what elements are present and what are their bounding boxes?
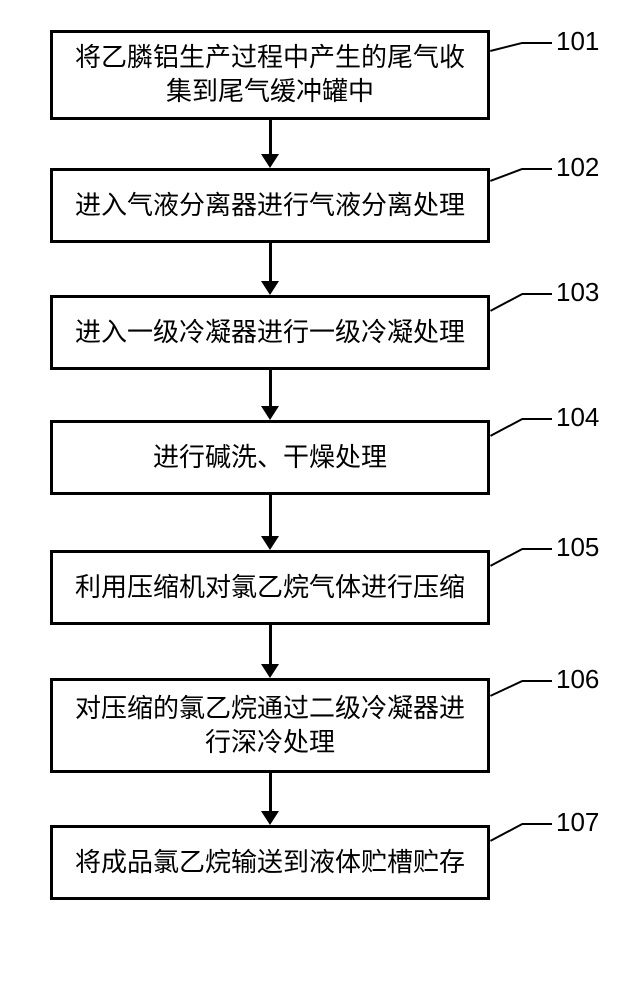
- flow-step-text: 进行碱洗、干燥处理: [153, 441, 387, 475]
- flow-arrow: [269, 773, 272, 813]
- arrow-head-icon: [261, 664, 279, 678]
- label-connector: [522, 418, 552, 420]
- step-label: 105: [556, 532, 599, 563]
- flow-step-1: 将乙膦铝生产过程中产生的尾气收集到尾气缓冲罐中: [50, 30, 490, 120]
- flow-step-text: 将成品氯乙烷输送到液体贮槽贮存: [75, 846, 465, 880]
- flow-step-text: 进入一级冷凝器进行一级冷凝处理: [75, 316, 465, 350]
- label-connector: [522, 548, 552, 550]
- flow-step-text: 对压缩的氯乙烷通过二级冷凝器进行深冷处理: [65, 692, 475, 760]
- arrow-head-icon: [261, 281, 279, 295]
- flow-step-3: 进入一级冷凝器进行一级冷凝处理: [50, 295, 490, 370]
- flow-step-text: 利用压缩机对氯乙烷气体进行压缩: [75, 571, 465, 605]
- label-connector: [490, 418, 523, 437]
- flow-step-4: 进行碱洗、干燥处理: [50, 420, 490, 495]
- step-label: 103: [556, 277, 599, 308]
- flow-arrow: [269, 243, 272, 283]
- label-connector: [522, 680, 552, 682]
- label-connector: [522, 42, 552, 44]
- label-connector: [522, 823, 552, 825]
- arrow-head-icon: [261, 406, 279, 420]
- label-connector: [490, 168, 523, 182]
- arrow-head-icon: [261, 154, 279, 168]
- label-connector: [490, 680, 523, 697]
- flow-step-7: 将成品氯乙烷输送到液体贮槽贮存: [50, 825, 490, 900]
- flow-step-5: 利用压缩机对氯乙烷气体进行压缩: [50, 550, 490, 625]
- step-label: 107: [556, 807, 599, 838]
- step-label: 104: [556, 402, 599, 433]
- label-connector: [522, 168, 552, 170]
- label-connector: [490, 823, 523, 842]
- flow-arrow: [269, 120, 272, 156]
- label-connector: [490, 42, 522, 52]
- flow-step-text: 进入气液分离器进行气液分离处理: [75, 189, 465, 223]
- step-label: 102: [556, 152, 599, 183]
- flow-step-text: 将乙膦铝生产过程中产生的尾气收集到尾气缓冲罐中: [65, 41, 475, 109]
- flow-step-2: 进入气液分离器进行气液分离处理: [50, 168, 490, 243]
- flow-step-6: 对压缩的氯乙烷通过二级冷凝器进行深冷处理: [50, 678, 490, 773]
- flowchart-container: 将乙膦铝生产过程中产生的尾气收集到尾气缓冲罐中 101 进入气液分离器进行气液分离处…: [0, 0, 644, 1000]
- label-connector: [490, 548, 523, 567]
- arrow-head-icon: [261, 811, 279, 825]
- label-connector: [522, 293, 552, 295]
- arrow-head-icon: [261, 536, 279, 550]
- step-label: 106: [556, 664, 599, 695]
- label-connector: [490, 293, 523, 312]
- flow-arrow: [269, 625, 272, 666]
- flow-arrow: [269, 370, 272, 408]
- flow-arrow: [269, 495, 272, 538]
- step-label: 101: [556, 26, 599, 57]
